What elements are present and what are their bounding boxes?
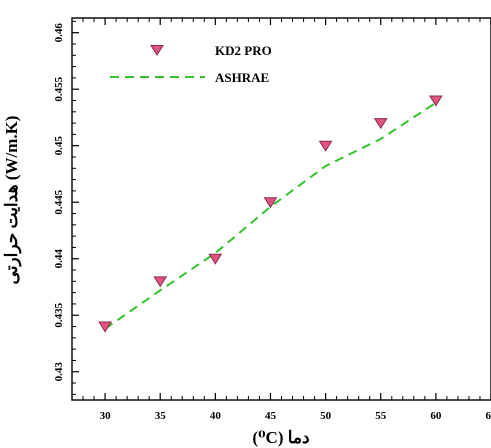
y-tick-label: 0.445: [53, 189, 65, 214]
x-axis-title: دما (⁰C): [252, 428, 309, 447]
x-tick-label: 65: [486, 410, 491, 422]
data-point-marker: [98, 321, 112, 333]
x-tick-label: 35: [155, 410, 167, 422]
kd2-pro-series: [98, 95, 443, 333]
data-point-marker: [373, 118, 388, 130]
x-tick-label: 45: [265, 410, 277, 422]
y-tick-labels: 0.43 0.435 0.44 0.445 0.45 0.455 0.46: [53, 23, 65, 382]
y-tick-label: 0.43: [53, 362, 65, 382]
x-tick-label: 30: [100, 410, 112, 422]
y-tick-label: 0.44: [53, 249, 65, 269]
x-tick-labels: 30 35 40 45 50 55 60 65: [100, 410, 491, 422]
x-tick-label: 60: [430, 410, 442, 422]
y-tick-label: 0.435: [53, 302, 65, 327]
data-point-marker: [208, 253, 223, 265]
y-tick-label: 0.46: [53, 23, 65, 43]
ashrae-series: [104, 101, 437, 330]
y-tick-label: 0.45: [53, 136, 65, 156]
data-point-marker: [318, 140, 333, 152]
x-tick-label: 55: [375, 410, 387, 422]
legend: KD2 PRO ASHRAE: [110, 43, 272, 85]
plot-area: [71, 17, 491, 401]
y-axis-title: هدایت حرارتی (W/m.K): [2, 116, 22, 285]
x-tick-label: 40: [210, 410, 222, 422]
data-point-marker: [263, 197, 278, 209]
data-point-marker: [153, 276, 168, 288]
legend-marker-kd2-pro: [150, 45, 164, 57]
x-tick-label: 50: [320, 410, 332, 422]
legend-label-ashrae: ASHRAE: [215, 70, 269, 85]
legend-label-kd2-pro: KD2 PRO: [215, 43, 272, 58]
ashrae-line: [104, 101, 437, 330]
data-point-marker: [428, 95, 443, 107]
axis-ticks: [71, 18, 491, 400]
y-tick-label: 0.455: [53, 76, 65, 101]
